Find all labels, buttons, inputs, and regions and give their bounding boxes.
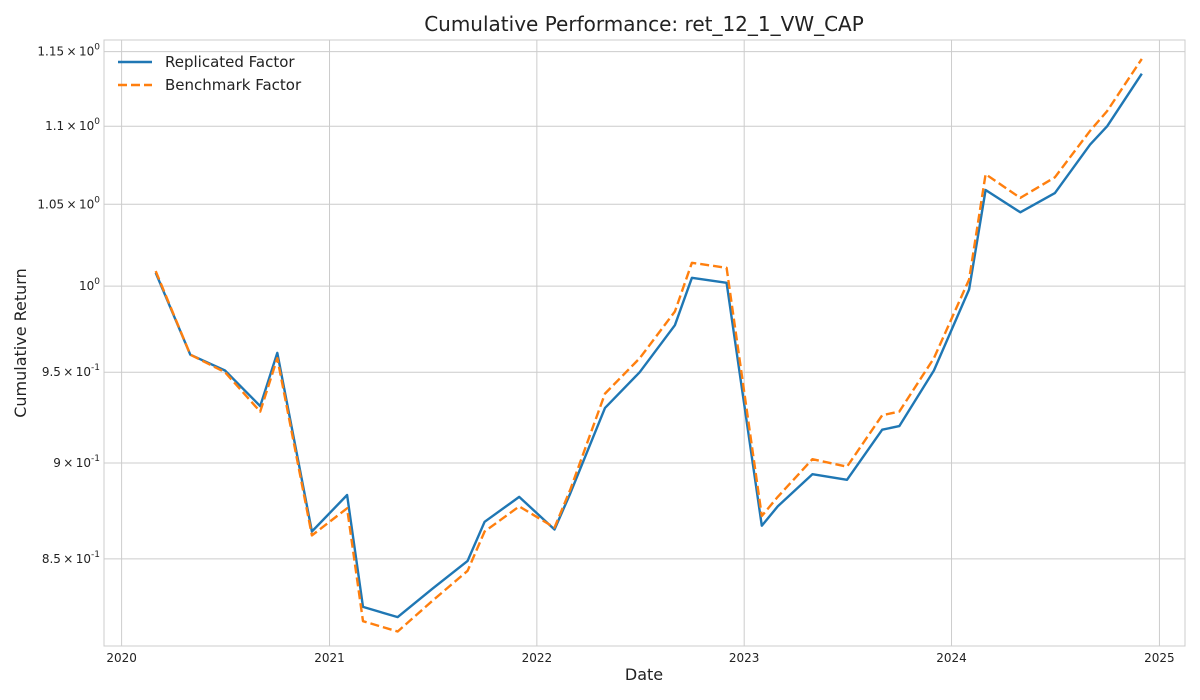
x-tick-label: 2022: [522, 651, 553, 665]
x-axis-label: Date: [625, 665, 663, 684]
x-tick-label: 2025: [1144, 651, 1175, 665]
plot-frame: [103, 39, 1186, 647]
y-tick-label: 1.15 × 100: [37, 43, 100, 59]
series-line-benchmark-factor: [154, 58, 1143, 633]
x-tick-label: 2020: [106, 651, 137, 665]
x-tick-label: 2024: [936, 651, 967, 665]
y-axis: 8.5 × 10-1 9 × 10-1 9.5 × 10-1 100 1.05 × 10…: [37, 43, 100, 566]
y-tick-label: 1.05 × 100: [37, 195, 100, 211]
y-tick-label: 1.1 × 100: [45, 117, 100, 133]
x-tick-label: 2021: [314, 651, 345, 665]
grid: [104, 40, 1185, 646]
legend: Replicated Factor Benchmark Factor: [118, 53, 302, 94]
legend-label: Replicated Factor: [165, 53, 295, 71]
series-group: [154, 58, 1143, 633]
y-tick-label: 100: [79, 277, 100, 293]
x-tick-label: 2023: [729, 651, 760, 665]
y-tick-label: 9 × 10-1: [53, 454, 100, 470]
y-tick-label: 8.5 × 10-1: [42, 550, 100, 566]
y-tick-label: 9.5 × 10-1: [42, 363, 100, 379]
series-line-replicated-factor: [154, 73, 1143, 619]
legend-label: Benchmark Factor: [165, 76, 302, 94]
x-axis: 2020 2021 2022 2023 2024 2025: [106, 651, 1174, 665]
chart-title: Cumulative Performance: ret_12_1_VW_CAP: [424, 12, 864, 36]
y-axis-label: Cumulative Return: [11, 268, 30, 418]
